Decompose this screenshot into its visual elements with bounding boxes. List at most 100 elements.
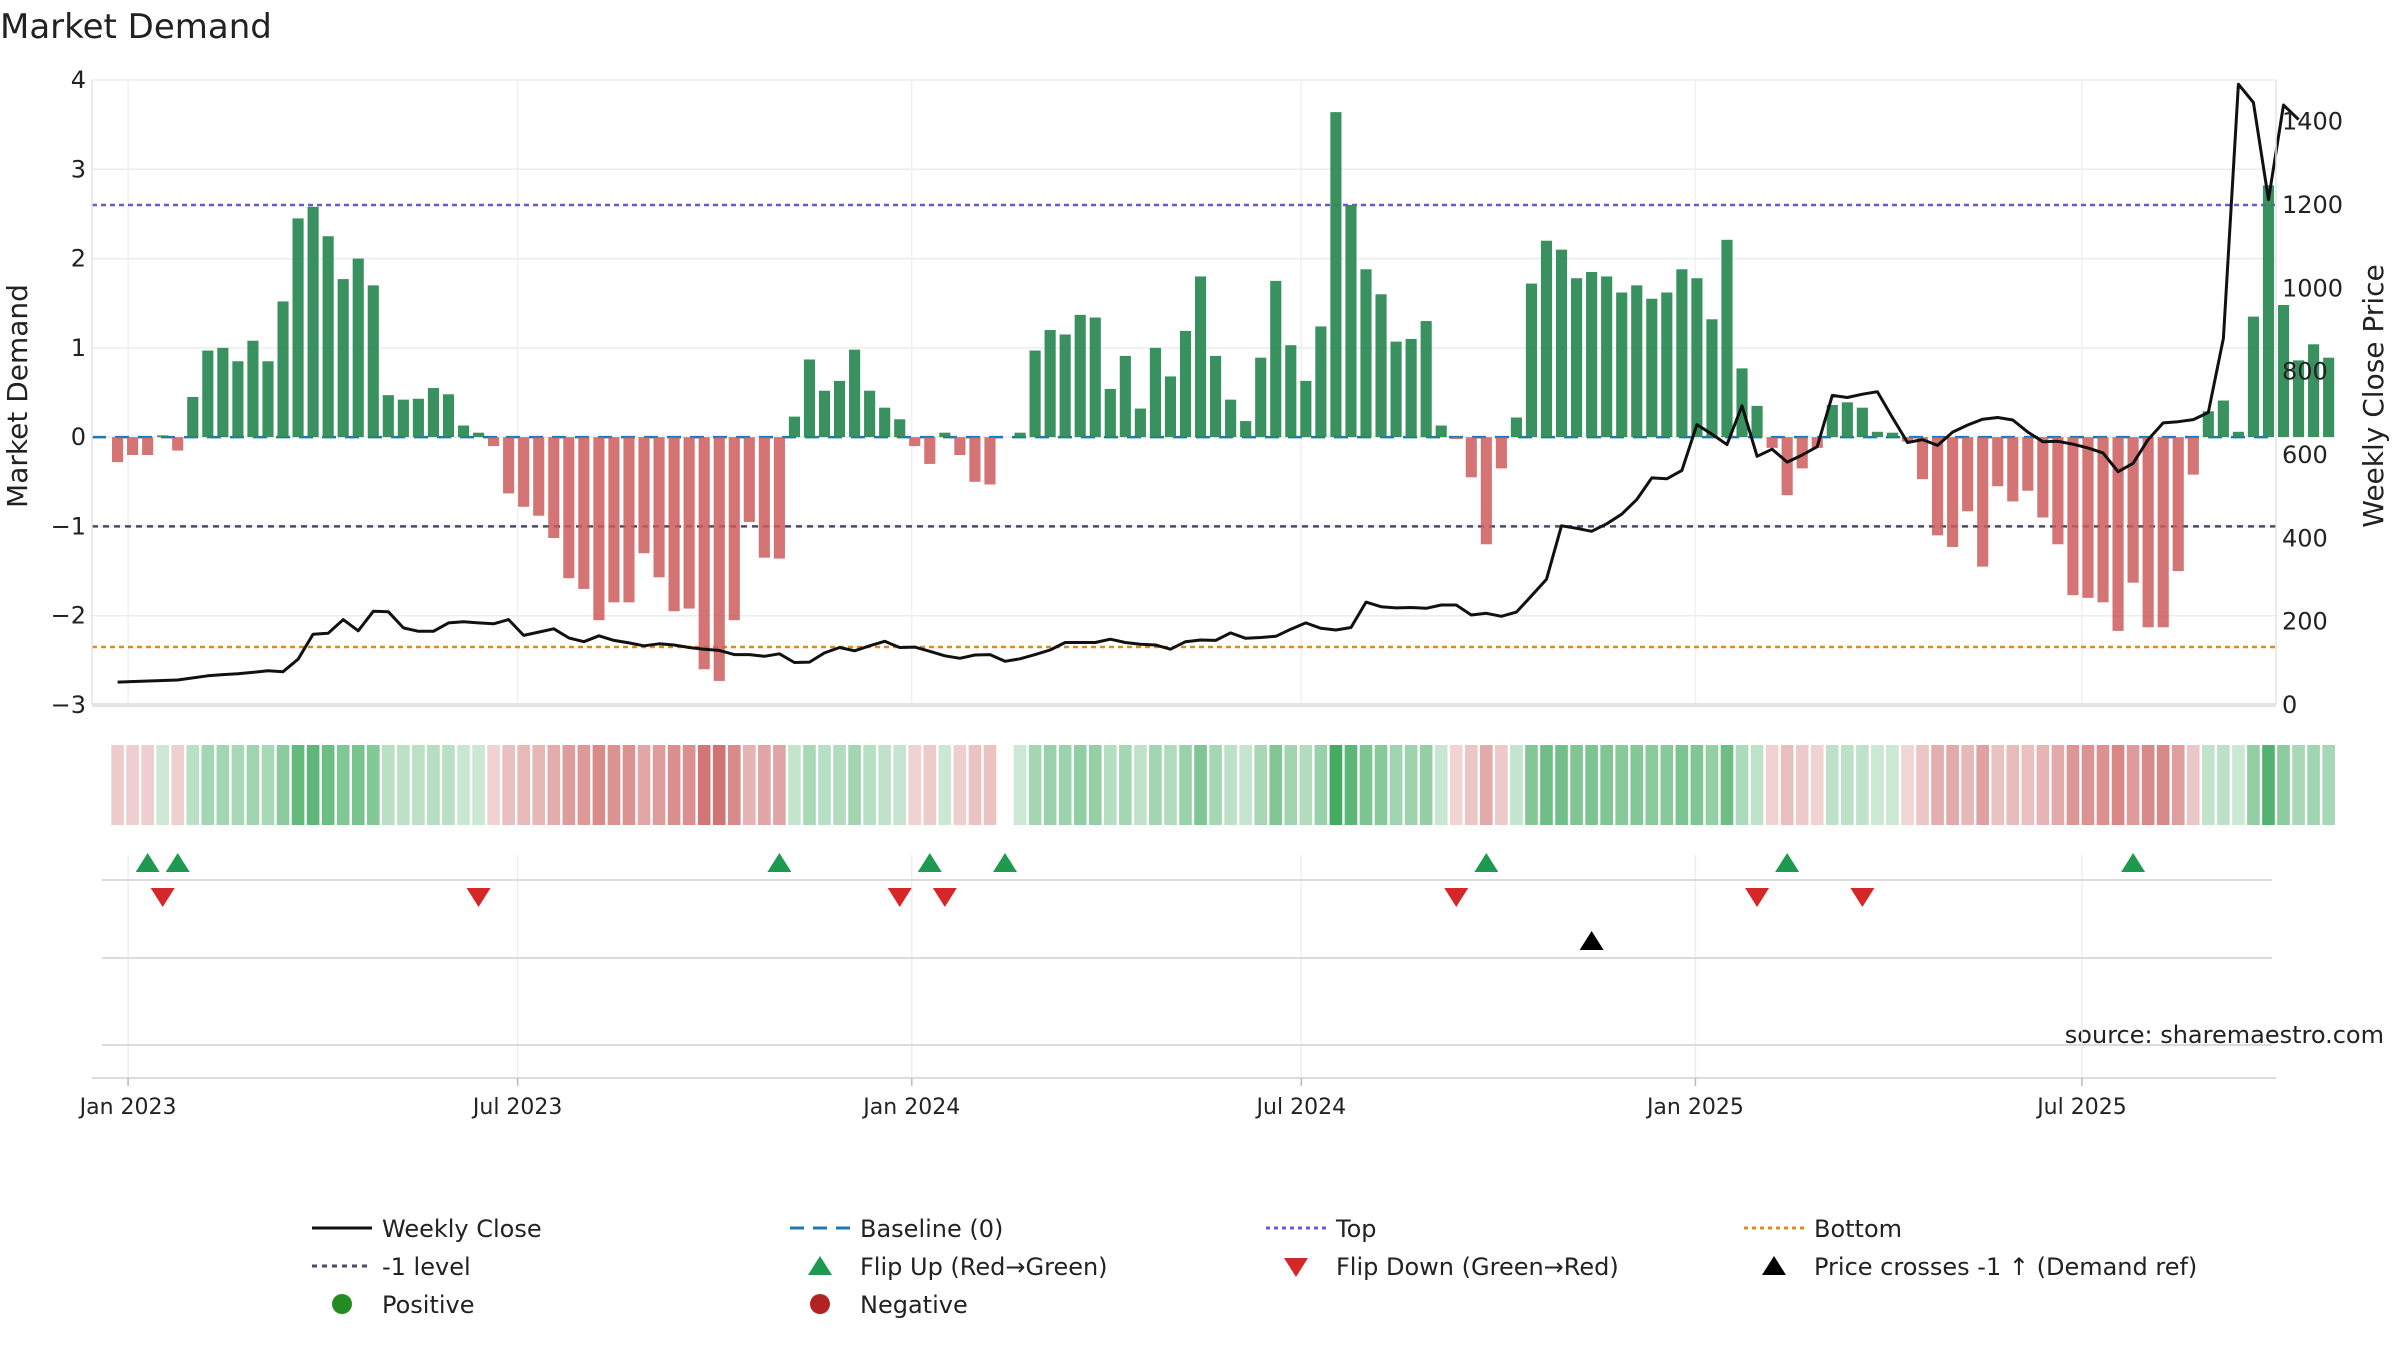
heat-strip-cell bbox=[2322, 745, 2335, 825]
demand-bar bbox=[818, 390, 831, 438]
heat-strip-cell bbox=[381, 745, 395, 825]
demand-bar bbox=[292, 218, 304, 438]
heat-strip-cell bbox=[1615, 745, 1629, 825]
legend-positive: Positive bbox=[382, 1291, 475, 1319]
heat-strip-cell bbox=[1645, 745, 1659, 825]
demand-bar bbox=[337, 279, 349, 438]
heat-strip-cell bbox=[1871, 745, 1884, 825]
demand-bar bbox=[1495, 437, 1507, 469]
heat-strip-cell bbox=[818, 745, 831, 825]
heat-strip-cell bbox=[427, 745, 440, 825]
legend-negative: Negative bbox=[860, 1291, 968, 1319]
heat-strip-cell bbox=[682, 745, 696, 825]
heat-strip-cell bbox=[1765, 745, 1779, 825]
y2-tick-label: 0 bbox=[2282, 691, 2297, 719]
demand-bar bbox=[2037, 437, 2049, 518]
heat-strip-cell bbox=[1088, 745, 1102, 825]
demand-bar bbox=[1104, 388, 1116, 438]
demand-bar bbox=[1510, 417, 1522, 438]
heat-strip-cell bbox=[2262, 745, 2275, 825]
heat-strip-cell bbox=[697, 745, 711, 825]
demand-bar bbox=[758, 437, 770, 558]
heat-strip-cell bbox=[2141, 745, 2155, 825]
demand-bar bbox=[1240, 421, 1252, 438]
heat-strip-cell bbox=[2186, 745, 2200, 825]
heat-strip-cell bbox=[1795, 745, 1809, 825]
heat-strip-cell bbox=[1329, 745, 1343, 825]
flip-down-marker bbox=[466, 888, 491, 907]
heat-strip-cell bbox=[727, 745, 741, 825]
demand-bar bbox=[1450, 437, 1462, 439]
heat-strip-cell bbox=[1931, 745, 1944, 825]
heat-strip-cell bbox=[336, 745, 350, 825]
y2-tick-label: 200 bbox=[2282, 608, 2328, 636]
demand-bar bbox=[1465, 437, 1477, 478]
heat-strip-cell bbox=[788, 745, 801, 825]
demand-bar bbox=[2007, 437, 2019, 502]
heat-strip-cell bbox=[1600, 745, 1613, 825]
heat-strip-cell bbox=[1946, 745, 1959, 825]
demand-bar bbox=[1916, 437, 1929, 480]
demand-bar bbox=[1285, 345, 1297, 438]
y-tick-label: −1 bbox=[51, 512, 86, 540]
heat-strip-cell bbox=[1389, 745, 1403, 825]
legend-flip-down-icon bbox=[1284, 1258, 1308, 1277]
heat-strip-cell bbox=[1239, 745, 1252, 825]
demand-bar bbox=[2323, 357, 2335, 438]
y-tick-label: 4 bbox=[71, 66, 86, 94]
heat-strip-cell bbox=[2126, 745, 2140, 825]
y-tick-label: −2 bbox=[51, 602, 86, 630]
demand-bar bbox=[2217, 400, 2229, 438]
demand-bar bbox=[1345, 205, 1357, 438]
y2-tick-label: 600 bbox=[2282, 441, 2328, 469]
demand-bar bbox=[894, 419, 906, 438]
demand-bar bbox=[969, 437, 981, 482]
demand-bar bbox=[1420, 321, 1432, 438]
y-axis-label: Market Demand bbox=[1, 284, 34, 508]
heat-strip-cell bbox=[1359, 745, 1373, 825]
demand-bar bbox=[127, 437, 139, 455]
heat-strip-cell bbox=[186, 745, 200, 825]
demand-bar bbox=[142, 437, 154, 455]
demand-bar bbox=[713, 437, 725, 681]
legend-flip-down: Flip Down (Green→Red) bbox=[1336, 1253, 1619, 1281]
demand-bar bbox=[2292, 360, 2305, 438]
y-tick-label: 3 bbox=[71, 155, 86, 183]
heat-strip-cell bbox=[1495, 745, 1508, 825]
heat-strip-cell bbox=[1179, 745, 1192, 825]
demand-bar bbox=[1932, 437, 1944, 536]
legend: Weekly Close Baseline (0) Top Bottom -1 … bbox=[312, 1215, 2197, 1319]
demand-bar bbox=[1947, 437, 1959, 547]
heat-strip-cell bbox=[2051, 745, 2065, 825]
heat-strip-cell bbox=[231, 745, 245, 825]
heat-strip-cell bbox=[773, 745, 786, 825]
heat-strip-cell bbox=[1720, 745, 1734, 825]
demand-bar bbox=[1661, 292, 1673, 438]
y2-tick-label: 800 bbox=[2282, 358, 2328, 386]
heat-strip-cell bbox=[1525, 745, 1538, 825]
heat-strip-cell bbox=[306, 745, 320, 825]
demand-bar bbox=[1646, 298, 1658, 438]
heat-strip-cell bbox=[1404, 745, 1418, 825]
demand-bar bbox=[2202, 411, 2214, 438]
heat-strip-cell bbox=[908, 745, 922, 825]
heat-strip-cell bbox=[1103, 745, 1117, 825]
demand-bar bbox=[157, 435, 169, 438]
demand-bar bbox=[352, 258, 364, 438]
heat-strip-cell bbox=[803, 745, 816, 825]
legend-positive-icon bbox=[332, 1294, 352, 1314]
demand-bar bbox=[638, 437, 650, 554]
heat-strip-cell bbox=[2066, 745, 2080, 825]
x-tick-label: Jan 2024 bbox=[861, 1095, 960, 1120]
legend-top: Top bbox=[1335, 1215, 1377, 1243]
demand-bar bbox=[1330, 112, 1342, 438]
heat-strip-cell bbox=[1510, 745, 1523, 825]
heat-strip-cell bbox=[2081, 745, 2095, 825]
heat-strip-cell bbox=[1344, 745, 1358, 825]
heat-strip-cell bbox=[742, 745, 756, 825]
x-axis-ticks: Jan 2023 Jul 2023 Jan 2024 Jul 2024 Jan 2025… bbox=[78, 1078, 2127, 1120]
heat-strip-cell bbox=[171, 745, 185, 825]
demand-bar bbox=[412, 398, 424, 438]
demand-bar bbox=[2082, 437, 2094, 598]
demand-bar bbox=[1901, 437, 1914, 442]
